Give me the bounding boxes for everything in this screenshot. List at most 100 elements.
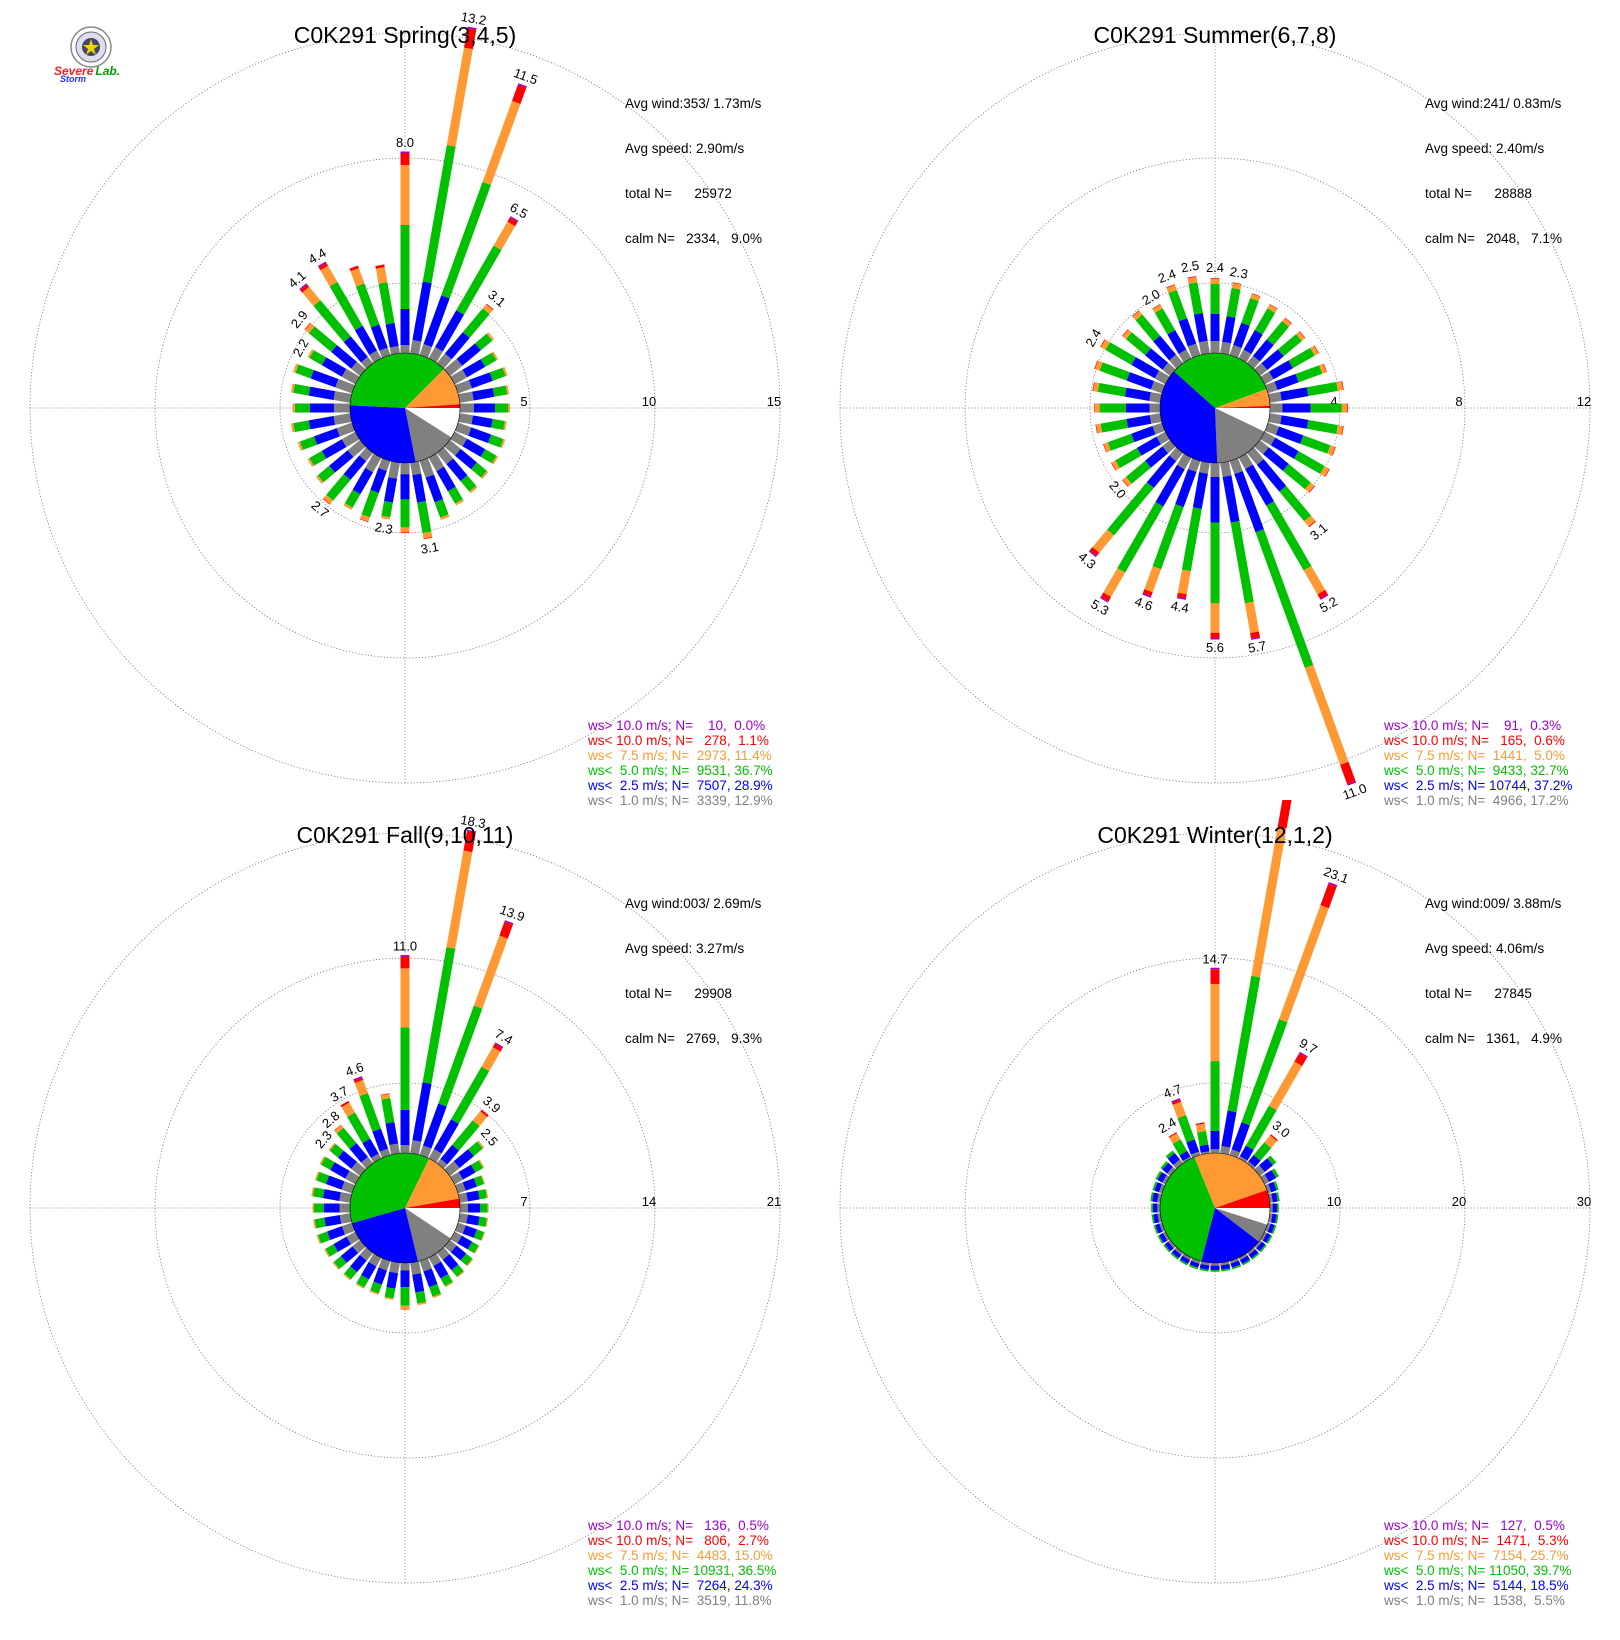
bar-segment xyxy=(1220,1261,1230,1266)
bar-segment xyxy=(1096,423,1103,434)
bar-segment xyxy=(1117,502,1164,573)
bar-segment xyxy=(1153,335,1177,361)
bar-segment xyxy=(317,465,335,483)
center-pie-slice xyxy=(405,1198,460,1208)
bar-segment xyxy=(428,1283,441,1297)
lab-logo: Severe Lab. Storm xyxy=(54,26,144,86)
bar-segment xyxy=(1210,1061,1220,1131)
bar-segment xyxy=(460,1203,468,1213)
bar-segment xyxy=(1251,293,1261,297)
bar-segment xyxy=(1152,1181,1158,1191)
bar-segment xyxy=(1195,1122,1205,1126)
bar-segment xyxy=(1242,1259,1251,1266)
bar-segment xyxy=(359,518,369,523)
bar-segment xyxy=(1336,425,1344,435)
bar-segment xyxy=(1278,905,1329,1023)
direction-bar xyxy=(400,955,410,1153)
bar-segment xyxy=(341,431,360,448)
bar-segment xyxy=(1195,1123,1206,1133)
bar-segment xyxy=(1241,298,1259,326)
bar-segment xyxy=(381,515,391,520)
bar-segment-gt10 xyxy=(317,261,327,268)
bar-segment xyxy=(1270,1213,1277,1224)
direction-bar xyxy=(1157,1231,1170,1244)
bar-segment xyxy=(324,1214,342,1227)
bar-segment xyxy=(359,447,374,462)
bar-value-label: 2.4 xyxy=(1156,266,1178,286)
direction-bar xyxy=(436,1247,465,1278)
bar-segment xyxy=(370,324,388,351)
bar-segment xyxy=(478,1216,487,1227)
bar-segment xyxy=(1100,419,1129,433)
bar-segment xyxy=(502,367,508,377)
bar-segment xyxy=(1210,1265,1220,1270)
bar-segment xyxy=(378,282,395,325)
bar-segment xyxy=(1175,468,1197,508)
bar-segment xyxy=(423,295,450,348)
bar-segment xyxy=(314,1203,324,1213)
bar-segment xyxy=(417,1301,427,1306)
center-pie-outline xyxy=(349,1152,461,1264)
bar-segment xyxy=(1280,415,1309,429)
bar-segment xyxy=(440,514,450,520)
bar-segment xyxy=(1168,1132,1177,1138)
bar-segment xyxy=(324,1248,330,1258)
bar-segment xyxy=(354,325,377,355)
direction-bar xyxy=(314,1171,355,1194)
center-pie-outline xyxy=(349,352,461,464)
direction-bar xyxy=(1268,1192,1280,1203)
bar-segment xyxy=(488,434,504,448)
bar-segment xyxy=(400,345,410,353)
bar-segment xyxy=(1248,1249,1259,1259)
bar-segment xyxy=(373,1267,387,1285)
bar-segment xyxy=(1270,437,1299,459)
stats-box: Avg wind:241/ 0.83m/s Avg speed: 2.40m/s… xyxy=(1425,66,1562,276)
bar-segment xyxy=(1144,566,1162,593)
bar-segment xyxy=(1122,479,1129,487)
bar-segment xyxy=(462,359,486,378)
bar-segment xyxy=(423,1268,438,1288)
bar-segment xyxy=(1280,387,1309,401)
bar-segment xyxy=(473,935,508,1009)
center-pie-slice xyxy=(1201,1208,1259,1263)
bar-segment xyxy=(1282,317,1292,327)
legend-row: ws> 10.0 m/s; N= 91, 0.3% xyxy=(1384,718,1562,733)
bar-segment xyxy=(1222,475,1240,523)
bar-segment xyxy=(316,1234,322,1244)
bar-segment xyxy=(436,447,454,465)
total-n-text: total N= 29908 xyxy=(625,986,732,1001)
bar-segment xyxy=(503,421,507,431)
speed-legend: ws> 10.0 m/s; N= 10, 0.0% ws< 10.0 m/s; N… xyxy=(588,718,773,808)
bar-segment xyxy=(400,527,410,533)
direction-bar xyxy=(1188,1258,1201,1270)
direction-bar xyxy=(450,431,499,465)
bar-segment xyxy=(320,1156,335,1171)
bar-value-label: 5.7 xyxy=(1247,638,1267,656)
bar-segment xyxy=(466,1214,480,1226)
chart-title: C0K291 Summer(6,7,8) xyxy=(1093,22,1337,48)
bar-segment xyxy=(1171,1249,1182,1259)
bar-segment xyxy=(1256,1241,1266,1252)
direction-bar xyxy=(1142,458,1201,598)
bar-segment xyxy=(1210,477,1220,523)
bar-segment xyxy=(313,428,340,445)
bar-segment xyxy=(1149,392,1162,403)
speed-legend: ws> 10.0 m/s; N= 136, 0.5% ws< 10.0 m/s; … xyxy=(588,1518,776,1608)
direction-bar xyxy=(290,413,352,433)
bar-segment xyxy=(492,385,508,397)
direction-bar xyxy=(1229,1258,1242,1270)
bar-segment xyxy=(1198,340,1210,355)
center-pie-slice xyxy=(405,1208,460,1239)
direction-bar xyxy=(292,403,350,413)
bar-segment xyxy=(308,326,337,352)
direction-bar xyxy=(1151,1213,1162,1224)
bar-segment xyxy=(422,1103,447,1149)
direction-bar xyxy=(455,1175,486,1194)
bar-segment xyxy=(480,1109,489,1118)
bar-segment xyxy=(1189,1260,1200,1268)
bar-segment xyxy=(1115,447,1142,469)
direction-bar xyxy=(436,303,494,369)
direction-bar xyxy=(410,1261,427,1306)
bar-segment xyxy=(339,1213,352,1224)
bar-segment xyxy=(335,378,355,394)
